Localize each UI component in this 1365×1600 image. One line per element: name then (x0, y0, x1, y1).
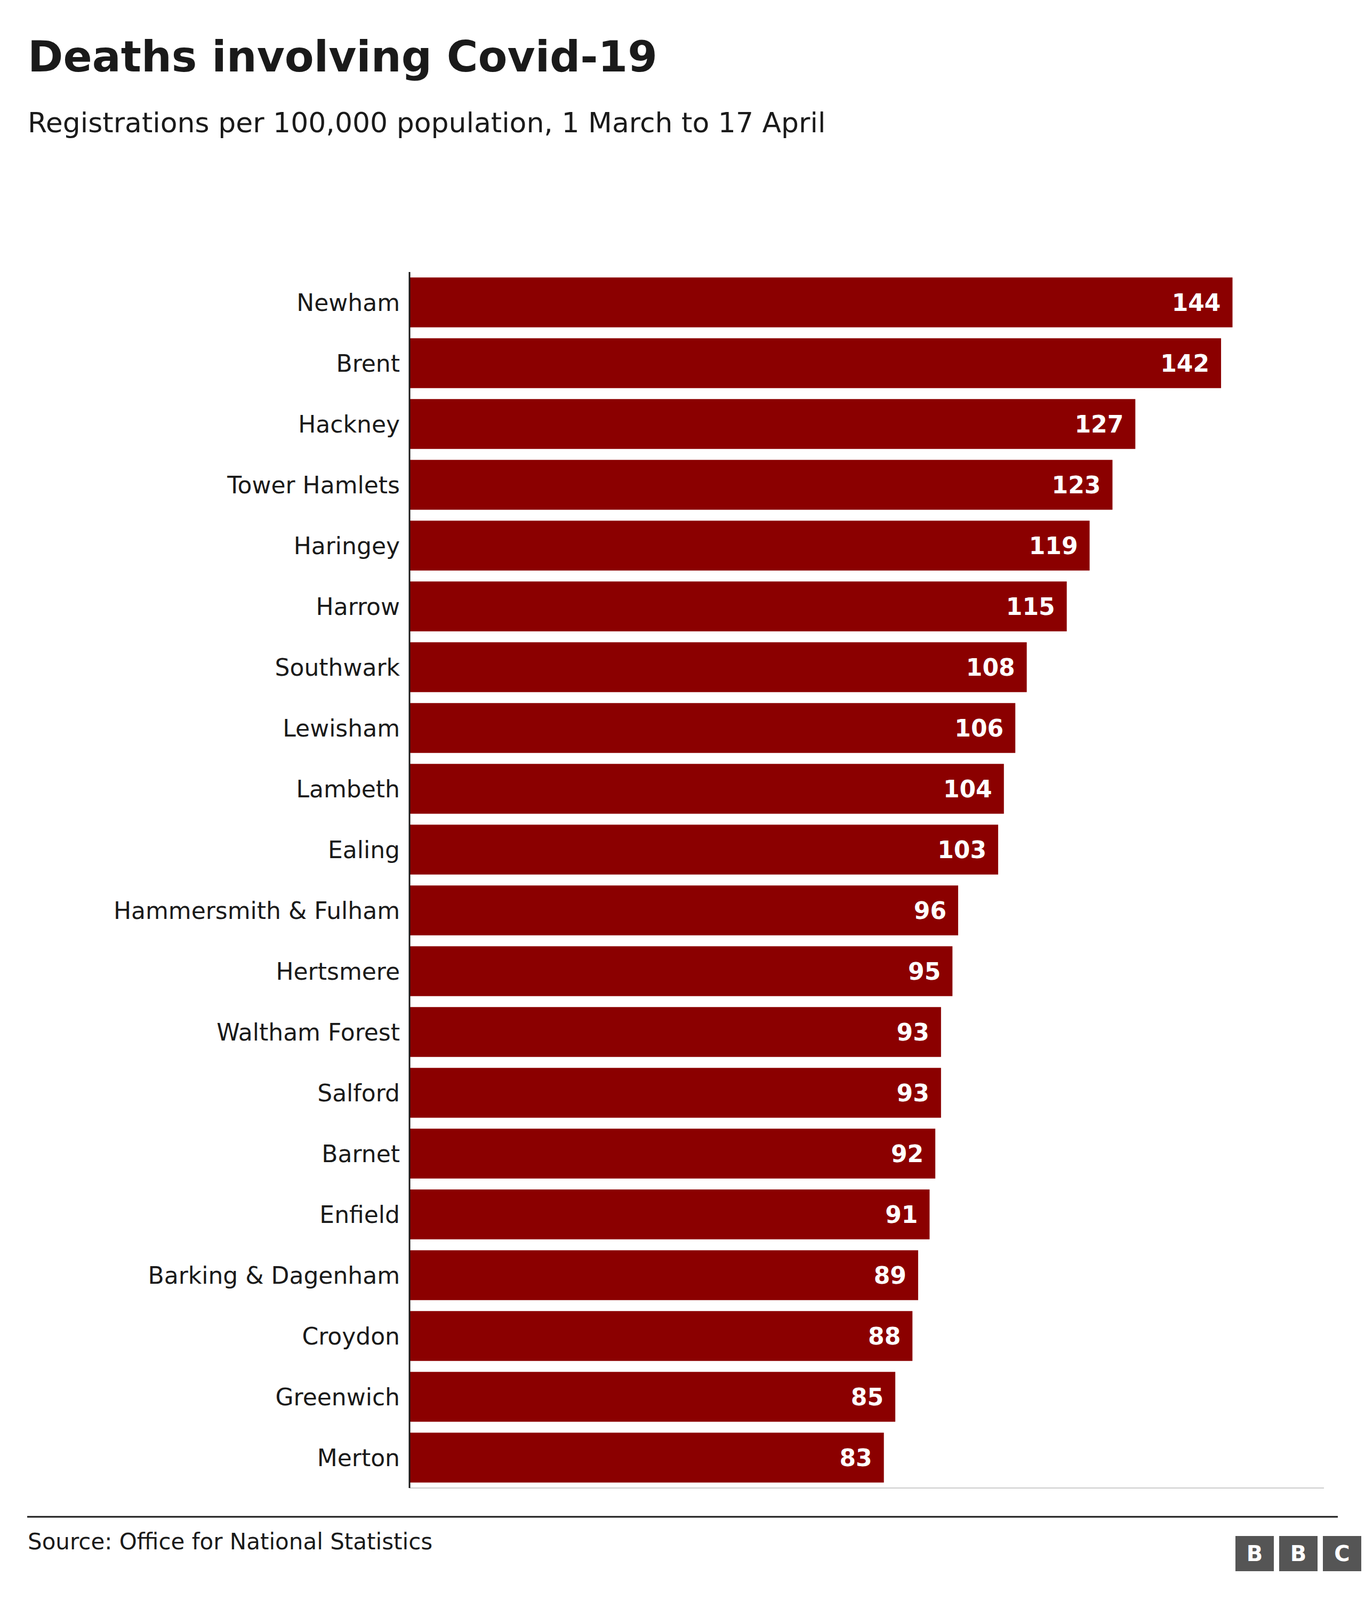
bar (409, 1067, 942, 1118)
data-label: 85 (850, 1383, 884, 1411)
y-tick-label: Lewisham (282, 714, 400, 742)
y-tick-label: Hertsmere (275, 957, 400, 985)
y-axis-line (408, 271, 411, 1488)
y-tick-label: Salford (317, 1079, 400, 1107)
y-tick-label: Ealing (327, 836, 400, 864)
bar (409, 885, 959, 935)
data-label: 119 (1029, 532, 1079, 560)
logo-letter: C (1334, 1540, 1350, 1566)
data-label: 89 (873, 1261, 907, 1289)
logo-box (1322, 1535, 1362, 1571)
data-label: 83 (839, 1443, 872, 1472)
data-label: 123 (1052, 471, 1102, 499)
bar (409, 824, 999, 874)
bar (409, 1432, 885, 1482)
bar (409, 1128, 936, 1178)
data-label: 144 (1171, 288, 1222, 317)
y-tick-label: Harrow (316, 592, 400, 621)
data-label: 93 (896, 1079, 930, 1107)
bar (409, 1310, 913, 1361)
data-label: 142 (1160, 349, 1210, 377)
y-tick-label: Greenwich (275, 1383, 400, 1411)
y-tick-label: Brent (335, 349, 400, 377)
y-tick-label: Haringey (293, 532, 400, 560)
data-label: 127 (1074, 410, 1124, 438)
y-tick-labels: Newham Brent Hackney Tower Hamlets Haringey H… (113, 288, 401, 1472)
y-tick-label: Hackney (298, 410, 400, 438)
data-label: 96 (913, 896, 947, 925)
background (0, 0, 1365, 1600)
subtitle: Registrations per 100,000 population, 1 … (27, 106, 826, 139)
logo-letter: B (1290, 1540, 1307, 1566)
y-tick-label: Lambeth (296, 775, 400, 803)
bar (409, 1249, 919, 1300)
data-label: 93 (896, 1018, 930, 1046)
bar (409, 763, 1005, 814)
data-label: 115 (1006, 592, 1056, 621)
y-tick-label: Southwark (275, 653, 401, 681)
y-tick-label: Waltham Forest (216, 1018, 400, 1046)
y-tick-label: Newham (296, 288, 400, 317)
title: Deaths involving Covid-19 (27, 31, 658, 82)
data-label: 104 (943, 775, 993, 803)
bars (409, 277, 1233, 1482)
data-label: 92 (890, 1139, 924, 1168)
data-label: 106 (954, 714, 1004, 742)
data-label: 91 (885, 1200, 918, 1228)
bar (409, 1189, 930, 1239)
y-tick-label: Hammersmith & Fulham (113, 896, 400, 925)
y-tick-label: Merton (317, 1443, 400, 1472)
bar (409, 945, 953, 996)
bar (409, 1006, 942, 1057)
data-label: 103 (937, 836, 987, 864)
data-label: 95 (908, 957, 941, 985)
logo-letter: B (1246, 1540, 1264, 1566)
y-tick-label: Barking & Dagenham (148, 1261, 400, 1289)
source: Source: Office for National Statistics (27, 1528, 433, 1555)
bar (409, 702, 1016, 753)
y-tick-label: Croydon (301, 1322, 400, 1350)
data-label: 108 (966, 653, 1016, 681)
bar (409, 520, 1090, 570)
bar (409, 398, 1136, 449)
chart: Deaths involving Covid-19 Registrations p… (0, 0, 1365, 1600)
bar (409, 1371, 896, 1421)
bar (409, 277, 1233, 327)
logo-box (1279, 1535, 1318, 1571)
y-tick-label: Enfield (319, 1200, 400, 1228)
footer-rule (27, 1515, 1338, 1518)
bar (409, 641, 1027, 692)
bar (409, 581, 1067, 631)
y-tick-label: Barnet (321, 1139, 400, 1168)
data-label: 88 (868, 1322, 901, 1350)
data-labels: 144 142 127 123 119 115 108 106 104 103 96 95 93 93 92… (839, 288, 1221, 1472)
logo-box (1235, 1535, 1274, 1571)
bar (409, 338, 1222, 388)
y-tick-label: Tower Hamlets (226, 471, 400, 499)
x-axis-line (409, 1487, 1324, 1489)
bar (409, 459, 1113, 510)
